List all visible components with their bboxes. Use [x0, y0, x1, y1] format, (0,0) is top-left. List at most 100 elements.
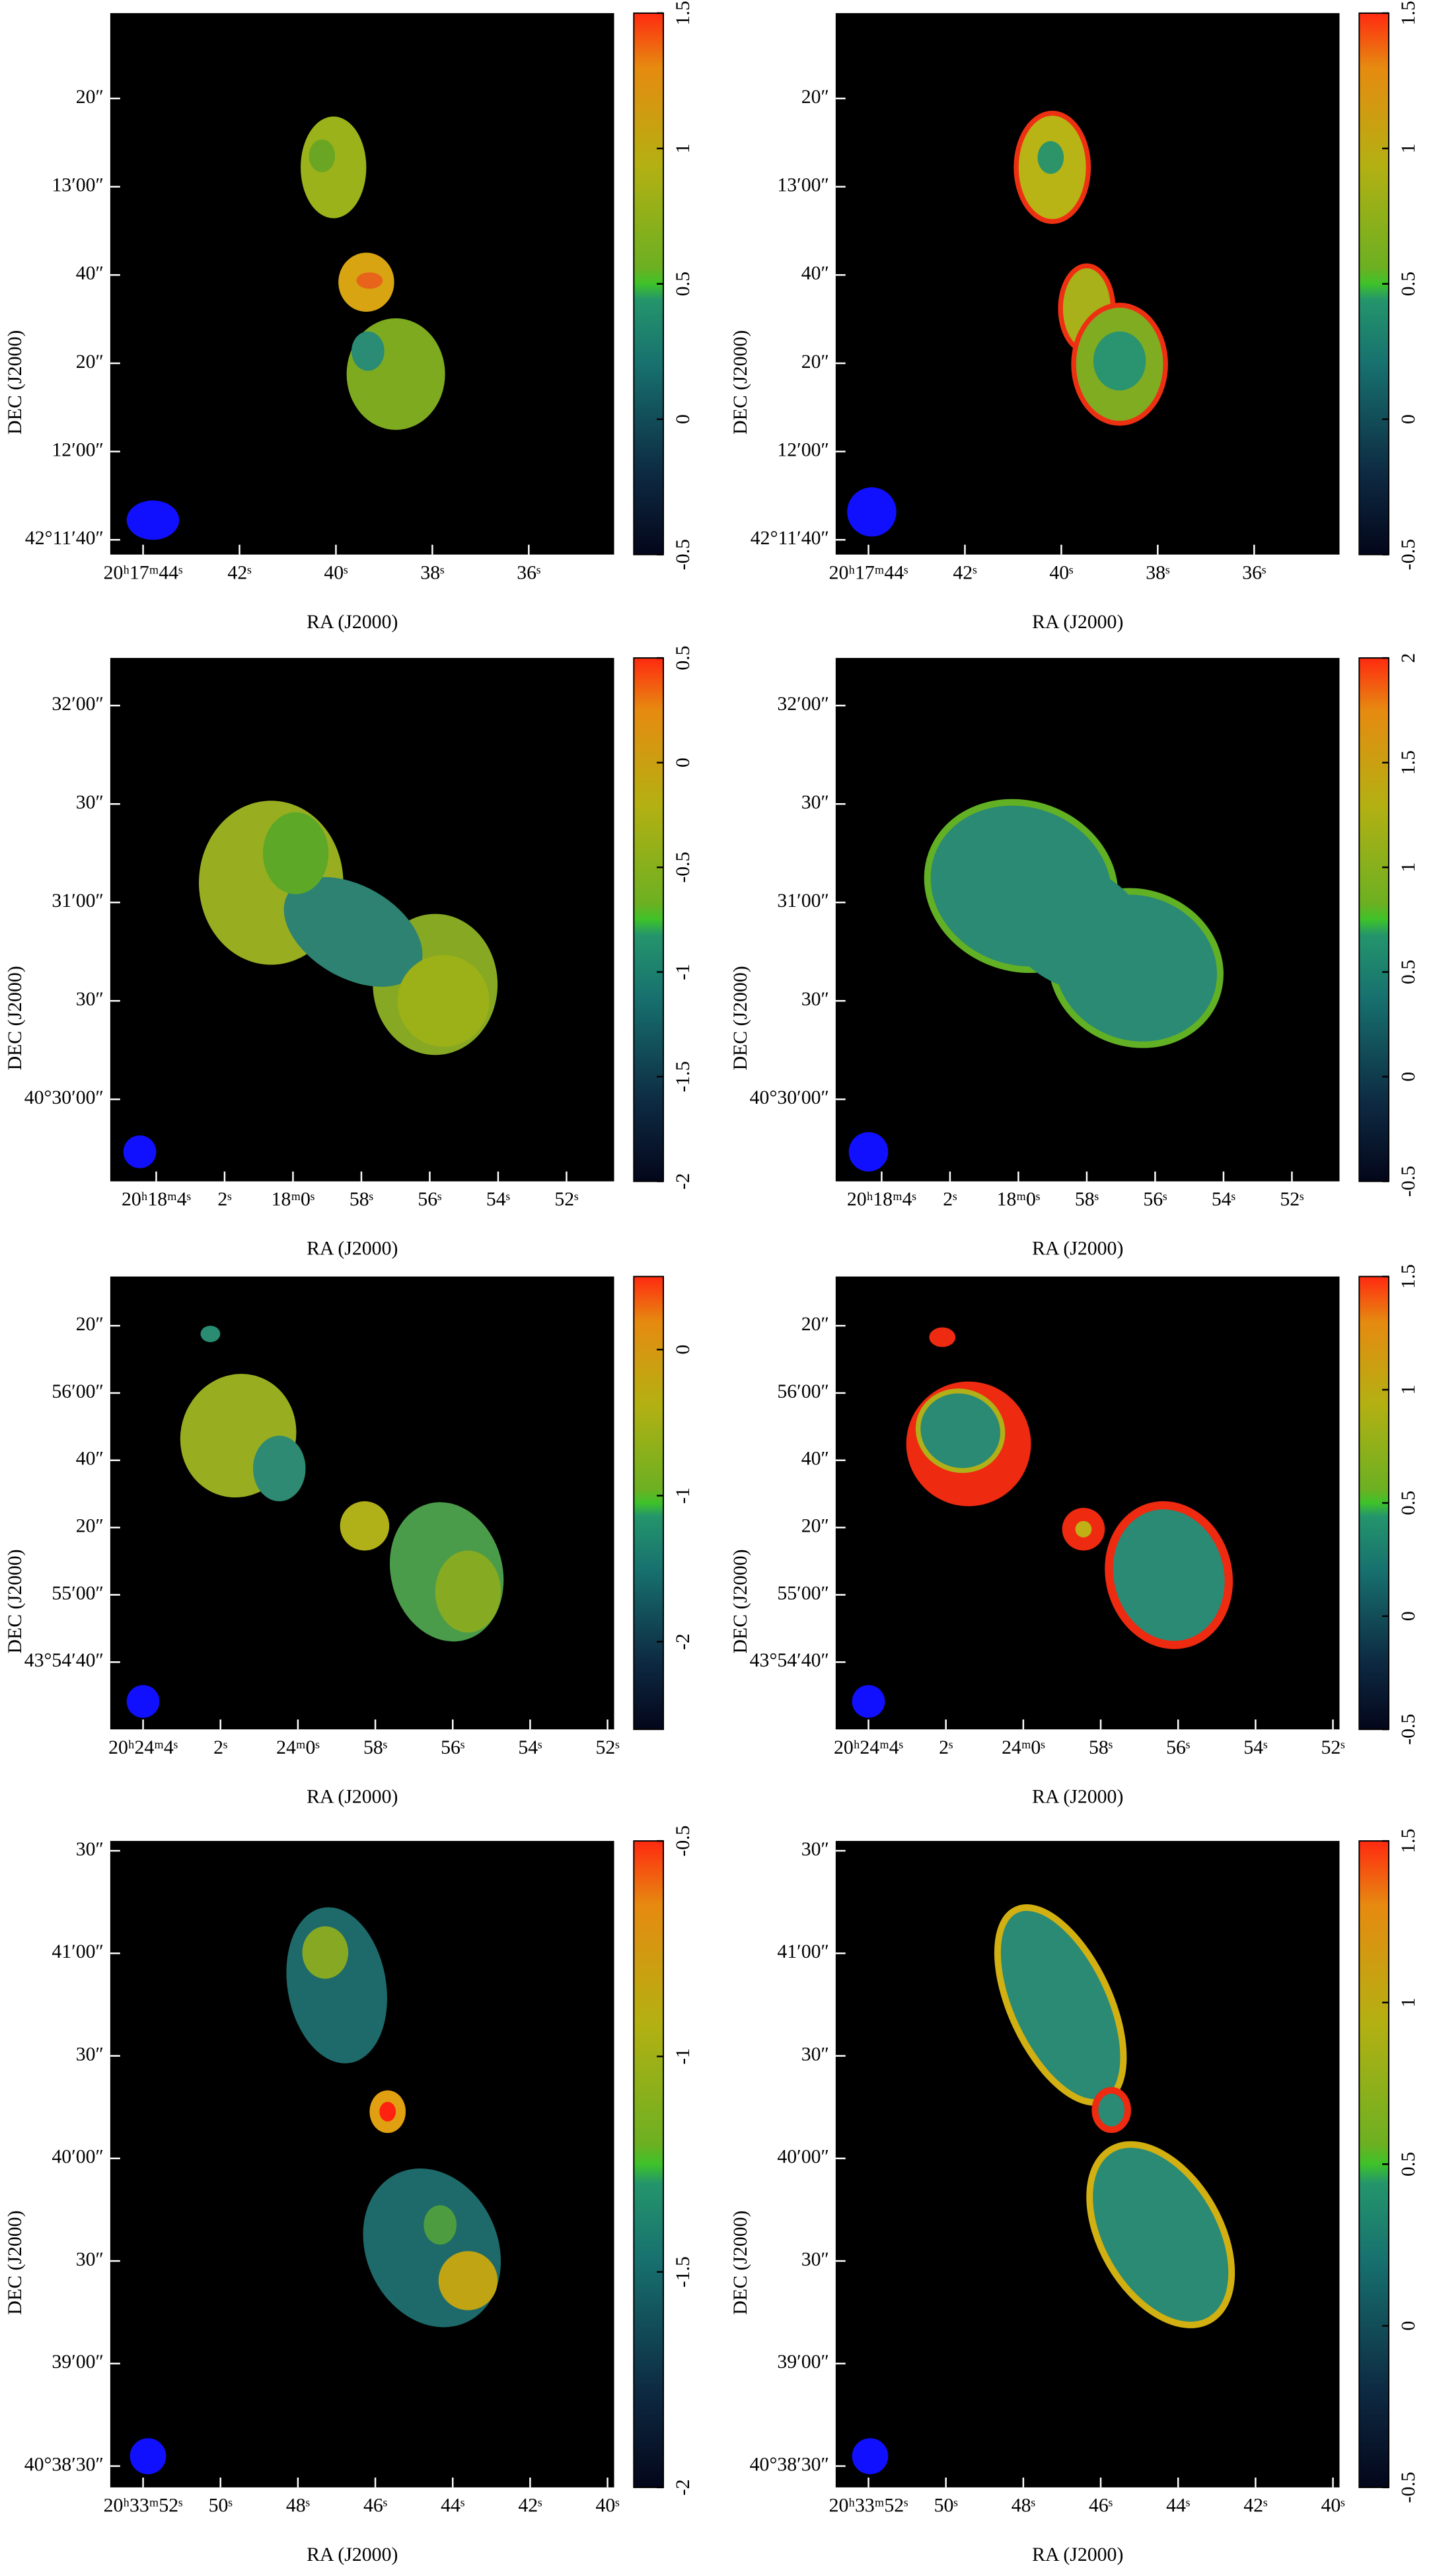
x-tick-label: 56ˢ — [441, 1736, 464, 1758]
x-tick-label: 24ᵐ0ˢ — [1002, 1736, 1045, 1758]
emission-region — [262, 812, 329, 894]
y-tick-label: 20″ — [76, 1515, 104, 1537]
y-axis-title: DEC (J2000) — [729, 330, 751, 435]
colorbar-tick-label: 0.5 — [1397, 271, 1419, 296]
y-tick-label: 40°38′30″ — [750, 2453, 829, 2475]
panel: 20ʰ17ᵐ44ˢ 42ˢ 40ˢ 38ˢ 36ˢ 20″ 13′00″ 40″ 20″ 12′0… — [4, 1, 694, 633]
emission-region — [1037, 141, 1064, 174]
x-axis-title: RA (J2000) — [307, 1785, 398, 1807]
x-tick-label: 24ᵐ0ˢ — [276, 1736, 320, 1758]
emission-region — [1001, 862, 1150, 992]
x-tick-label: 42ˢ — [518, 2495, 542, 2517]
x-tick-label: 20ʰ17ᵐ44ˢ — [829, 561, 908, 583]
x-tick-label: 50ˢ — [934, 2495, 958, 2517]
x-tick-label: 54ˢ — [1243, 1736, 1267, 1758]
x-tick-label: 36ˢ — [1242, 561, 1266, 583]
colorbar-tick-label: -0.5 — [672, 1826, 694, 1857]
y-tick-label: 30″ — [76, 2043, 104, 2065]
x-tick-label: 46ˢ — [363, 2495, 387, 2517]
x-tick-label: 20ʰ24ᵐ4ˢ — [834, 1736, 903, 1758]
colorbar-tick-label: 2 — [1397, 653, 1419, 663]
colorbar-tick-label: 0 — [1397, 1072, 1419, 1082]
panel: 20ʰ18ᵐ4ˢ 2ˢ 18ᵐ0ˢ 58ˢ 56ˢ 54ˢ 52ˢ 32′00″ 30″ 31′0… — [729, 653, 1419, 1260]
beam — [852, 2438, 889, 2474]
colorbar-tick-label: -0.5 — [1397, 1714, 1419, 1745]
x-tick-label: 20ʰ18ᵐ4ˢ — [122, 1188, 191, 1210]
y-tick-label: 20″ — [76, 351, 104, 373]
x-tick-label: 56ˢ — [1143, 1188, 1167, 1210]
y-tick-label: 20″ — [76, 86, 104, 108]
y-tick-label: 40′00″ — [52, 2146, 104, 2168]
y-tick-label: 32′00″ — [52, 693, 104, 715]
y-tick-label: 20″ — [801, 1515, 829, 1537]
x-tick-label: 52ˢ — [1280, 1188, 1304, 1210]
y-tick-label: 20″ — [76, 1313, 104, 1335]
emission-region — [340, 1501, 390, 1551]
x-tick-label: 20ʰ17ᵐ44ˢ — [104, 561, 183, 583]
colorbar-tick-label: 0.5 — [672, 271, 694, 296]
colorbar-tick-label: -2 — [672, 2479, 694, 2495]
colorbar-tick-label: -1 — [672, 1487, 694, 1504]
emission-region — [915, 1388, 1006, 1474]
x-tick-label: 38ˢ — [420, 561, 444, 583]
colorbar-tick-label: -1 — [672, 2048, 694, 2065]
colorbar-tick-label: -1.5 — [672, 2256, 694, 2287]
y-axis-title: DEC (J2000) — [4, 2211, 26, 2315]
y-tick-label: 31′00″ — [52, 890, 104, 912]
x-tick-label: 40ˢ — [1049, 561, 1073, 583]
colorbar-tick-label: -1 — [672, 964, 694, 980]
x-tick-label: 42ˢ — [953, 561, 976, 583]
y-axis-title: DEC (J2000) — [4, 330, 26, 435]
colorbar-tick-label: -2 — [672, 1173, 694, 1190]
x-tick-label: 2ˢ — [213, 1736, 227, 1758]
y-tick-label: 42°11′40″ — [751, 527, 829, 549]
colorbar-tick-label: 1 — [672, 143, 694, 153]
image-area — [835, 1841, 1340, 2487]
colorbar-tick-label: 1 — [1397, 863, 1419, 873]
emission-region — [435, 1550, 501, 1633]
x-tick-label: 40ˢ — [324, 561, 348, 583]
x-axis-title: RA (J2000) — [1032, 1238, 1123, 1260]
x-axis-title: RA (J2000) — [1032, 1785, 1123, 1807]
x-axis-title: RA (J2000) — [307, 2544, 398, 2565]
emission-region — [1075, 1521, 1092, 1538]
emission-region — [929, 1327, 956, 1347]
y-tick-label: 56′00″ — [52, 1380, 104, 1402]
x-tick-label: 58ˢ — [363, 1736, 387, 1758]
y-tick-label: 40°30′00″ — [750, 1087, 829, 1108]
x-tick-label: 44ˢ — [1166, 2495, 1190, 2517]
y-tick-label: 40″ — [76, 1448, 104, 1470]
x-tick-label: 40ˢ — [595, 2495, 619, 2517]
y-tick-label: 40°38′30″ — [24, 2453, 104, 2475]
y-tick-label: 31′00″ — [777, 890, 829, 912]
colorbar-tick-label: -0.5 — [1397, 1166, 1419, 1197]
emission-region — [379, 2102, 396, 2122]
emission-region — [356, 272, 383, 289]
y-axis-title: DEC (J2000) — [729, 966, 751, 1070]
y-tick-label: 30″ — [801, 988, 829, 1010]
colorbar — [633, 1275, 665, 1731]
x-tick-label: 40ˢ — [1321, 2495, 1344, 2517]
y-tick-label: 30″ — [76, 2248, 104, 2270]
emission-region — [1093, 331, 1146, 391]
y-tick-label: 55′00″ — [52, 1582, 104, 1604]
emission-region — [302, 1926, 349, 1979]
x-tick-label: 42ˢ — [227, 561, 251, 583]
emission-region — [1091, 2087, 1131, 2133]
colorbar-tick-label: 0.5 — [672, 645, 694, 670]
colorbar-tick-label: 1 — [1397, 143, 1419, 153]
x-tick-label: 18ᵐ0ˢ — [997, 1188, 1041, 1210]
colorbar — [633, 1840, 665, 2488]
emission-region — [397, 954, 490, 1047]
x-tick-label: 46ˢ — [1089, 2495, 1113, 2517]
y-tick-label: 41′00″ — [52, 1941, 104, 1962]
y-axis-title: DEC (J2000) — [4, 1549, 26, 1653]
emission-region — [253, 1435, 306, 1501]
y-tick-label: 30″ — [76, 1838, 104, 1860]
beam — [126, 1685, 160, 1718]
x-tick-label: 54ˢ — [486, 1188, 510, 1210]
x-tick-label: 2ˢ — [939, 1736, 953, 1758]
panel: 20ʰ24ᵐ4ˢ 2ˢ 24ᵐ0ˢ 58ˢ 56ˢ 54ˢ 52ˢ 20″ 56′00″ 40″ 2… — [729, 1264, 1419, 1807]
x-axis-title: RA (J2000) — [1032, 2544, 1123, 2565]
y-tick-label: 43°54′40″ — [750, 1649, 829, 1671]
